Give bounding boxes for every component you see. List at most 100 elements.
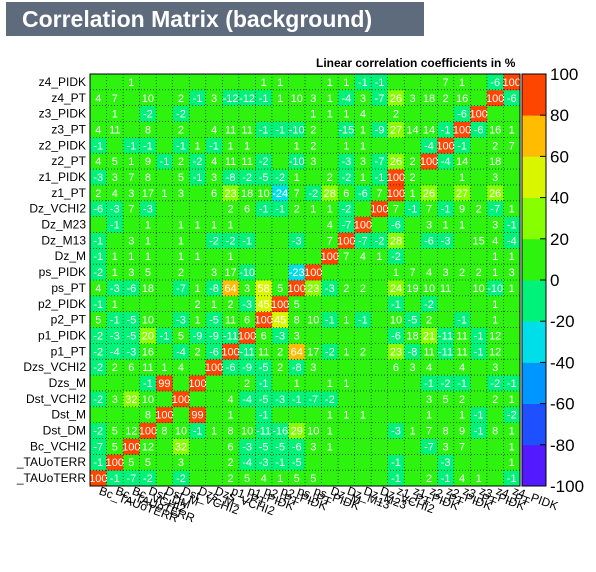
cell-value-label: -1 <box>441 204 451 216</box>
cell-value-label: 1 <box>228 410 234 422</box>
heatmap-cell <box>305 375 322 392</box>
heatmap-cell <box>156 184 174 202</box>
y-tick-label: Dzs_VCHI2 <box>23 360 86 374</box>
cell-value-label: 100 <box>188 378 206 390</box>
cell-value-label: 2 <box>459 267 465 279</box>
cell-value-label: 1 <box>112 109 118 121</box>
cell-value-label: 6 <box>393 362 399 374</box>
heatmap-cell <box>321 169 339 186</box>
heatmap-cell <box>172 216 190 233</box>
cell-value-label: 7 <box>294 188 300 200</box>
cell-value-label: -2 <box>93 330 103 342</box>
heatmap-cell <box>106 216 124 233</box>
cell-value-label: -1 <box>259 204 269 216</box>
cell-value-label: -2 <box>193 156 203 168</box>
heatmap-cell <box>470 470 488 487</box>
heatmap-cell <box>189 438 207 455</box>
cell-value-label: 1 <box>194 315 200 327</box>
heatmap-cell <box>338 280 356 297</box>
heatmap-cell <box>437 390 455 408</box>
heatmap-cell <box>139 248 157 265</box>
heatmap-cell <box>420 295 438 313</box>
heatmap-cell <box>321 232 339 249</box>
cell-value-label: 1 <box>343 140 349 152</box>
heatmap-cell <box>404 422 422 439</box>
color-scale-tick-label: -20 <box>550 312 575 331</box>
heatmap-cell <box>321 311 339 328</box>
heatmap-cell <box>338 264 356 281</box>
heatmap-cell <box>123 105 141 122</box>
heatmap-cell <box>271 216 289 233</box>
cell-value-label: 100 <box>321 251 339 263</box>
cell-value-label: 3 <box>294 330 300 342</box>
cell-value-label: -5 <box>126 330 136 342</box>
cell-value-label: -1 <box>391 299 401 311</box>
heatmap-cell <box>404 137 422 154</box>
cell-value-label: -8 <box>408 346 418 358</box>
color-scale-ticks: 100 80 60 40 20 0 -20 -40 -60 -80 -100 <box>540 65 584 496</box>
heatmap-cell <box>271 248 289 265</box>
cell-value-label: 12 <box>489 330 501 342</box>
cell-value-label: 8 <box>294 315 300 327</box>
cell-value-label: 5 <box>294 299 300 311</box>
heatmap-cell <box>238 327 256 344</box>
cell-value-label: 1 <box>161 188 167 200</box>
heatmap-cell <box>371 169 389 186</box>
heatmap-cell <box>222 359 240 376</box>
heatmap-cell <box>470 359 488 376</box>
heatmap-cell <box>255 232 273 249</box>
cell-value-label: 1 <box>310 204 316 216</box>
cell-value-label: 1 <box>459 410 465 422</box>
heatmap-cell <box>486 438 504 455</box>
heatmap-cell <box>238 422 256 439</box>
y-tick-label: p1_PIDK <box>38 328 86 342</box>
cell-value-label: -3 <box>441 235 451 247</box>
heatmap-cell <box>205 311 223 328</box>
heatmap-cell <box>387 390 405 408</box>
heatmap-cell <box>470 74 488 91</box>
cell-value-label: 26 <box>390 93 402 105</box>
heatmap-cell <box>338 359 356 376</box>
color-scale-band <box>522 403 546 446</box>
heatmap-cell <box>338 200 356 218</box>
cell-value-label: 1 <box>211 426 217 438</box>
heatmap-cell <box>106 280 124 297</box>
cell-value-label: -23 <box>289 267 305 279</box>
heatmap-cell <box>189 280 207 297</box>
heatmap-cell <box>205 105 223 122</box>
heatmap-cell <box>305 438 322 455</box>
cell-value-label: -2 <box>176 473 186 485</box>
heatmap-cell <box>255 406 273 424</box>
cell-value-label: -1 <box>441 124 451 136</box>
cell-value-label: 18 <box>489 156 501 168</box>
heatmap-cell <box>205 89 223 107</box>
cell-value-label: 7 <box>426 426 432 438</box>
heatmap-cell <box>437 470 455 487</box>
cell-value-label: -1 <box>110 220 120 232</box>
heatmap-cell <box>486 264 504 281</box>
heatmap-cell <box>238 295 256 313</box>
heatmap-cell <box>205 470 223 487</box>
heatmap-cell <box>305 295 322 313</box>
cell-value-label: 27 <box>456 188 468 200</box>
heatmap-cell <box>453 327 471 344</box>
heatmap-cell <box>470 311 488 328</box>
heatmap-cell <box>288 105 306 122</box>
cell-value-label: 1 <box>327 77 333 89</box>
heatmap-cell <box>288 280 306 297</box>
cell-value-label: 3 <box>310 362 316 374</box>
heatmap-cell <box>305 470 322 487</box>
heatmap-cell <box>255 169 273 186</box>
heatmap-cell <box>271 327 289 344</box>
heatmap-cell <box>387 375 405 392</box>
cell-value-label: 1 <box>327 109 333 121</box>
heatmap-cell <box>90 264 107 281</box>
heatmap-cell <box>106 359 124 376</box>
heatmap-cell <box>238 264 256 281</box>
heatmap-cell <box>172 121 190 138</box>
cell-value-label: -3 <box>176 315 186 327</box>
heatmap-cell <box>437 153 455 170</box>
cell-value-label: 11 <box>225 315 236 327</box>
heatmap-cell <box>453 295 471 313</box>
cell-value-label: 100 <box>387 172 405 184</box>
